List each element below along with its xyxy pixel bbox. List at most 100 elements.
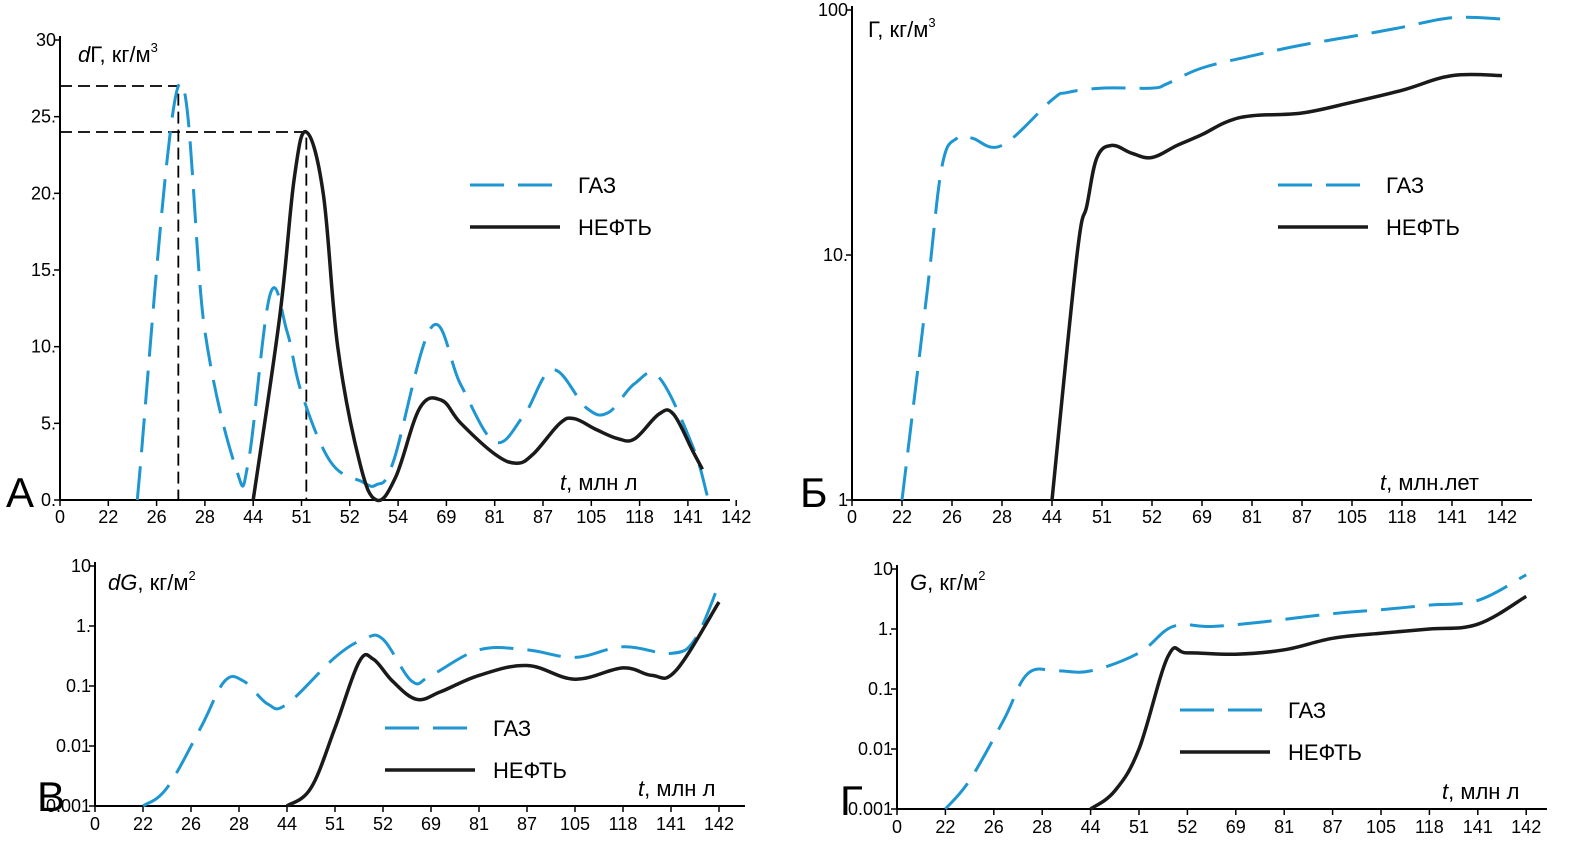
x-tick-label: 52 <box>340 507 360 527</box>
x-axis-title: t, млн.лет <box>1380 470 1479 495</box>
x-tick-label: 105 <box>560 814 590 834</box>
chart-B: 1 10. 100 0 22 26 28 44 51 52 69 81 87 105 118 141 142 Г,… <box>800 0 1532 527</box>
x-tick-label: 142 <box>721 507 751 527</box>
x-tick-label: 118 <box>609 814 638 834</box>
x-tick-label: 22 <box>935 817 955 837</box>
y-tick-label: 10. <box>823 245 848 265</box>
x-tick-label: 81 <box>1242 507 1262 527</box>
x-tick-label: 44 <box>277 814 297 834</box>
y-axis-title: dG, кг/м2 <box>108 568 196 595</box>
y-tick-label: 10. <box>31 337 56 357</box>
x-axis-title: t, млн л <box>560 470 637 495</box>
y-tick-label: 0.001 <box>46 796 91 816</box>
y-tick-label: 25. <box>31 107 56 127</box>
y-tick-label: 1. <box>76 616 91 636</box>
legend-label: НЕФТЬ <box>578 215 652 240</box>
x-tick-label: 142 <box>1487 507 1517 527</box>
x-tick-label: 54 <box>388 507 408 527</box>
x-tick-label: 26 <box>984 817 1004 837</box>
y-tick-label: 100 <box>818 0 848 20</box>
panel-letter: Г <box>840 777 863 824</box>
x-tick-label: 81 <box>485 507 505 527</box>
series-line-gas <box>142 583 721 808</box>
y-axis-title: dГ, кг/м3 <box>78 40 158 67</box>
y-tick-label: 1. <box>878 619 893 639</box>
x-tick-label: 28 <box>1032 817 1052 837</box>
legend-label: НЕФТЬ <box>1288 740 1362 765</box>
legend-label: НЕФТЬ <box>1386 215 1460 240</box>
x-tick-label: 105 <box>576 507 606 527</box>
panel-letter: В <box>37 773 65 820</box>
x-tick-label: 51 <box>325 814 345 834</box>
x-tick-label: 87 <box>517 814 537 834</box>
x-tick-label: 105 <box>1366 817 1396 837</box>
legend-label: ГАЗ <box>578 173 616 198</box>
x-tick-label: 87 <box>533 507 553 527</box>
series-line-gas <box>135 81 709 501</box>
y-tick-label: 0.01 <box>858 739 893 759</box>
x-tick-label: 0 <box>55 507 65 527</box>
x-tick-label: 28 <box>195 507 215 527</box>
x-tick-label: 0 <box>892 817 902 837</box>
legend-label: ГАЗ <box>1288 698 1326 723</box>
series-line-gas <box>900 15 1503 501</box>
x-tick-label: 0 <box>90 814 100 834</box>
x-tick-label: 141 <box>1463 817 1493 837</box>
x-tick-label: 69 <box>436 507 456 527</box>
x-tick-label: 52 <box>1177 817 1197 837</box>
series-line-oil <box>1089 594 1528 811</box>
x-tick-label: 81 <box>1274 817 1294 837</box>
x-tick-label: 87 <box>1323 817 1343 837</box>
x-tick-label: 0 <box>847 507 857 527</box>
y-tick-label: 0.01 <box>56 736 91 756</box>
y-tick-label: 0.001 <box>848 799 893 819</box>
y-tick-label: 10 <box>71 556 91 576</box>
series-line-oil <box>251 130 704 503</box>
y-tick-label: 0.1 <box>868 679 893 699</box>
series-line-oil <box>285 601 721 808</box>
chart-A: 0. 5. 10. 15. 20. 25. 30 0 22 26 28 44 51 52 54 69 81 87 1… <box>6 30 751 527</box>
panel-letter: А <box>6 469 34 516</box>
x-tick-label: 52 <box>1142 507 1162 527</box>
x-tick-label: 22 <box>98 507 118 527</box>
legend-label: ГАЗ <box>1386 173 1424 198</box>
x-tick-label: 26 <box>942 507 962 527</box>
y-tick-label: 15. <box>31 260 56 280</box>
y-tick-label: 0. <box>41 490 56 510</box>
panel-letter: Б <box>800 469 828 516</box>
x-tick-label: 118 <box>1388 507 1417 527</box>
x-tick-label: 28 <box>229 814 249 834</box>
x-tick-label: 44 <box>1042 507 1062 527</box>
x-tick-label: 81 <box>469 814 489 834</box>
x-tick-label: 142 <box>704 814 734 834</box>
x-tick-label: 142 <box>1511 817 1541 837</box>
y-tick-label: 30 <box>36 30 56 50</box>
x-tick-label: 44 <box>1081 817 1101 837</box>
y-axis-title: G, кг/м2 <box>910 568 985 595</box>
peak-reference-line <box>60 85 180 500</box>
x-tick-label: 22 <box>892 507 912 527</box>
peak-reference-line <box>60 131 308 500</box>
x-tick-label: 51 <box>291 507 311 527</box>
x-tick-label: 44 <box>243 507 263 527</box>
x-tick-label: 87 <box>1292 507 1312 527</box>
x-tick-label: 28 <box>992 507 1012 527</box>
y-tick-label: 20. <box>31 183 56 203</box>
x-tick-label: 69 <box>1192 507 1212 527</box>
x-tick-label: 118 <box>1415 817 1444 837</box>
x-tick-label: 141 <box>673 507 703 527</box>
x-tick-label: 51 <box>1129 817 1149 837</box>
legend-label: ГАЗ <box>493 716 531 741</box>
x-tick-label: 52 <box>373 814 393 834</box>
x-tick-label: 51 <box>1092 507 1112 527</box>
x-tick-label: 141 <box>1437 507 1467 527</box>
legend-label: НЕФТЬ <box>493 758 567 783</box>
x-axis-title: t, млн л <box>638 776 715 801</box>
y-tick-label: 1 <box>838 490 848 510</box>
x-tick-label: 118 <box>625 507 654 527</box>
x-tick-label: 105 <box>1337 507 1367 527</box>
y-axis-title: Г, кг/м3 <box>868 15 936 42</box>
x-axis-title: t, млн л <box>1442 779 1519 804</box>
series-line-oil <box>1050 72 1503 501</box>
